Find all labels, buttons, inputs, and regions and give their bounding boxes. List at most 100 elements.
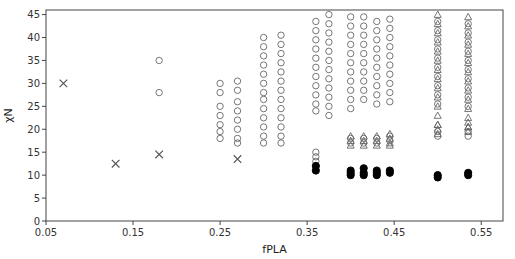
point xyxy=(278,60,284,66)
y-tick xyxy=(42,175,46,176)
point xyxy=(361,23,367,29)
point xyxy=(465,50,472,56)
point xyxy=(278,50,284,56)
point xyxy=(260,140,266,146)
point xyxy=(312,167,319,174)
plot-marks xyxy=(60,11,472,181)
point xyxy=(434,29,441,35)
point xyxy=(347,50,353,56)
point xyxy=(347,172,354,179)
point xyxy=(374,27,380,33)
point xyxy=(217,89,223,95)
point xyxy=(260,71,266,77)
point xyxy=(374,46,380,52)
point xyxy=(361,14,367,20)
series xyxy=(60,80,242,168)
point xyxy=(361,60,367,66)
point xyxy=(313,27,319,33)
point xyxy=(434,103,441,109)
point xyxy=(387,71,393,77)
series xyxy=(434,11,472,130)
point xyxy=(347,96,353,102)
point xyxy=(465,172,472,179)
point xyxy=(465,87,472,93)
point xyxy=(313,73,319,79)
point xyxy=(217,103,223,109)
y-tick-label: 20 xyxy=(27,124,40,135)
y-tick-label: 10 xyxy=(27,170,40,181)
point xyxy=(326,66,332,72)
point xyxy=(234,117,240,123)
point xyxy=(374,73,380,79)
point xyxy=(234,140,240,146)
point xyxy=(234,108,240,114)
point xyxy=(465,59,472,65)
point xyxy=(234,126,240,132)
point xyxy=(156,89,162,95)
point xyxy=(387,25,393,31)
point xyxy=(234,87,240,93)
point xyxy=(313,108,319,114)
point xyxy=(347,142,354,148)
point xyxy=(313,46,319,52)
point xyxy=(465,23,472,29)
point xyxy=(260,62,266,68)
point xyxy=(234,99,240,105)
point xyxy=(234,155,242,163)
point xyxy=(374,92,380,98)
point xyxy=(326,30,332,36)
point xyxy=(347,23,353,29)
point xyxy=(465,133,471,139)
point xyxy=(313,101,319,107)
point xyxy=(387,16,393,22)
x-tick-label: 0.55 xyxy=(470,227,492,238)
point xyxy=(326,94,332,100)
point xyxy=(434,174,441,181)
point xyxy=(260,96,266,102)
point xyxy=(360,172,367,179)
point xyxy=(465,78,472,84)
point xyxy=(60,80,68,88)
point xyxy=(278,87,284,93)
point xyxy=(465,41,472,47)
point xyxy=(326,103,332,109)
point xyxy=(361,41,367,47)
x-tick xyxy=(394,221,395,225)
point xyxy=(386,169,393,176)
plot-frame xyxy=(46,10,503,221)
point xyxy=(465,68,472,74)
point xyxy=(326,21,332,27)
point xyxy=(434,66,441,72)
point xyxy=(260,115,266,121)
point xyxy=(434,48,441,54)
point xyxy=(465,32,472,38)
point xyxy=(434,94,441,100)
point xyxy=(374,64,380,70)
point xyxy=(217,128,223,134)
y-axis-label: χN xyxy=(2,108,15,123)
point xyxy=(260,34,266,40)
point xyxy=(361,96,367,102)
series xyxy=(347,119,472,148)
point xyxy=(278,105,284,111)
point xyxy=(313,18,319,24)
point xyxy=(374,37,380,43)
point xyxy=(347,105,353,111)
y-tick xyxy=(42,106,46,107)
point xyxy=(387,34,393,40)
point xyxy=(112,160,120,168)
y-tick-label: 35 xyxy=(27,55,40,66)
point xyxy=(465,128,472,134)
point xyxy=(278,41,284,47)
x-axis-label: fPLA xyxy=(262,243,287,256)
point xyxy=(434,75,441,81)
series xyxy=(156,11,471,164)
point xyxy=(260,53,266,59)
point xyxy=(326,85,332,91)
point xyxy=(278,96,284,102)
point xyxy=(374,82,380,88)
x-tick xyxy=(220,221,221,225)
point xyxy=(387,80,393,86)
point xyxy=(361,69,367,75)
point xyxy=(326,48,332,54)
